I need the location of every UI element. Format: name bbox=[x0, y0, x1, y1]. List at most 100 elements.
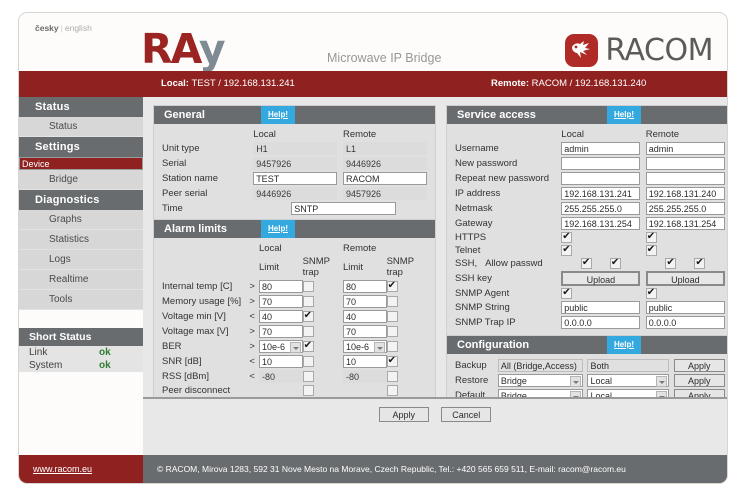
restore-scope-select[interactable]: Bridge bbox=[497, 374, 583, 387]
station-name-remote-field[interactable]: RACOM bbox=[342, 172, 427, 185]
username-local-field[interactable]: admin bbox=[561, 142, 641, 155]
short-status-title: Short Status bbox=[19, 328, 143, 346]
ber-remote-limit-field[interactable]: 10e-6 bbox=[342, 340, 387, 353]
ssh-remote-passwd-checkbox[interactable] bbox=[694, 257, 706, 270]
rss-dbm-local-trap-checkbox[interactable] bbox=[302, 370, 314, 382]
station-name-local-field[interactable]: TEST bbox=[253, 172, 338, 185]
ip-address-local-field[interactable]: 192.168.131.241 bbox=[561, 187, 641, 200]
voltage-min-v-local-limit-field[interactable]: 40 bbox=[258, 310, 303, 323]
connection-status-bar: Local: TEST / 192.168.131.241 Remote: RA… bbox=[19, 71, 727, 97]
local-status: Local: TEST / 192.168.131.241 bbox=[161, 78, 295, 89]
sidebar-item-bridge[interactable]: Bridge bbox=[19, 170, 143, 190]
backup-apply-button[interactable]: Apply bbox=[673, 359, 725, 372]
new-password-local-field[interactable] bbox=[561, 157, 641, 170]
snmp-agent-local-checkbox[interactable] bbox=[561, 287, 573, 300]
rss-dbm-remote-limit-field: -80 bbox=[342, 370, 387, 383]
page-header: česky | english RAy Microwave IP Bridge RA… bbox=[19, 13, 727, 73]
restore-label: Restore bbox=[455, 375, 489, 386]
alarm-help-link[interactable]: Help! bbox=[261, 220, 295, 238]
voltage-max-v-remote-limit-field[interactable]: 70 bbox=[342, 325, 387, 338]
snr-db-local-trap-checkbox[interactable] bbox=[302, 355, 314, 367]
short-status-panel: Short Status Link ok System ok bbox=[19, 328, 143, 372]
rss-dbm-label: RSS [dBm] bbox=[162, 371, 209, 382]
internal-temp-c-local-limit-field[interactable]: 80 bbox=[258, 280, 303, 293]
gateway-local-field[interactable]: 192.168.131.254 bbox=[561, 217, 641, 230]
racom-website-link[interactable]: www.racom.eu bbox=[33, 464, 93, 474]
https-remote-checkbox[interactable] bbox=[645, 231, 657, 243]
lang-czech-link[interactable]: česky bbox=[35, 23, 59, 33]
telnet-local-checkbox[interactable] bbox=[561, 244, 573, 257]
repeat-new-password-local-field[interactable] bbox=[561, 172, 641, 185]
short-status-value: ok bbox=[99, 347, 111, 358]
voltage-min-v-remote-trap-checkbox[interactable] bbox=[386, 310, 398, 322]
snr-db-local-limit-field[interactable]: 10 bbox=[258, 355, 303, 368]
snr-db-remote-trap-checkbox[interactable] bbox=[386, 355, 398, 367]
rss-dbm-remote-trap-checkbox[interactable] bbox=[386, 370, 398, 382]
short-status-key: Link bbox=[29, 347, 48, 358]
ssh-key-upload-remote-button[interactable]: Upload bbox=[645, 271, 725, 287]
internal-temp-c-remote-trap-checkbox[interactable] bbox=[386, 280, 398, 292]
ber-remote-trap-checkbox[interactable] bbox=[386, 340, 398, 352]
sidebar-item-graphs[interactable]: Graphs bbox=[19, 210, 143, 230]
rss-dbm-local-limit-field: -80 bbox=[258, 370, 303, 383]
sidebar-item-realtime[interactable]: Realtime bbox=[19, 270, 143, 290]
snr-db-remote-limit-field[interactable]: 10 bbox=[342, 355, 387, 368]
snmp-agent-remote-checkbox[interactable] bbox=[645, 287, 657, 300]
cancel-button[interactable]: Cancel bbox=[441, 407, 492, 422]
telnet-remote-checkbox[interactable] bbox=[645, 244, 657, 257]
peer-disconnect-local-trap-checkbox[interactable] bbox=[302, 385, 314, 396]
peer-disconnect-remote-trap-checkbox[interactable] bbox=[386, 385, 398, 396]
ssh-row: SSH, Allow passwd bbox=[455, 257, 725, 270]
sidebar-item-logs[interactable]: Logs bbox=[19, 250, 143, 270]
snmp-trap-ip-local-field[interactable]: 0.0.0.0 bbox=[561, 316, 641, 330]
lang-english-link[interactable]: english bbox=[64, 23, 92, 33]
https-local-checkbox[interactable] bbox=[561, 231, 573, 243]
voltage-min-v-local-trap-checkbox[interactable] bbox=[302, 310, 314, 322]
netmask-label: Netmask bbox=[455, 203, 493, 214]
https-label: HTTPS bbox=[455, 232, 487, 243]
service-panel-body: Local Remote Username admin admin New passw… bbox=[447, 124, 727, 336]
internal-temp-c-remote-limit-field[interactable]: 80 bbox=[342, 280, 387, 293]
netmask-local-field[interactable]: 255.255.255.0 bbox=[561, 202, 641, 215]
ssh-local-passwd-checkbox[interactable] bbox=[609, 257, 621, 270]
memory-usage-local-trap-checkbox[interactable] bbox=[302, 295, 314, 307]
alarm-sub-remote-limit: Limit bbox=[342, 261, 364, 273]
new-password-remote-field[interactable] bbox=[645, 157, 725, 170]
remote-status: Remote: RACOM / 192.168.131.240 bbox=[491, 78, 646, 89]
voltage-max-v-remote-trap-checkbox[interactable] bbox=[386, 325, 398, 337]
new-password-label: New password bbox=[455, 158, 518, 169]
ssh-remote-checkbox[interactable] bbox=[665, 257, 677, 270]
restore-target-select[interactable]: Local bbox=[587, 374, 669, 387]
time-source-field[interactable]: SNTP bbox=[291, 202, 397, 215]
apply-button[interactable]: Apply bbox=[378, 407, 429, 422]
memory-usage-remote-trap-checkbox[interactable] bbox=[386, 295, 398, 307]
service-help-link[interactable]: Help! bbox=[607, 106, 641, 124]
internal-temp-c-local-trap-checkbox[interactable] bbox=[302, 280, 314, 292]
memory-usage-local-limit-field[interactable]: 70 bbox=[258, 295, 303, 308]
ssh-key-upload-local-button[interactable]: Upload bbox=[561, 271, 641, 287]
config-help-link[interactable]: Help! bbox=[607, 336, 641, 354]
ip-address-label: IP address bbox=[455, 188, 501, 199]
snmp-string-local-field[interactable]: public bbox=[561, 301, 641, 315]
netmask-remote-field[interactable]: 255.255.255.0 bbox=[645, 202, 725, 215]
username-remote-field[interactable]: admin bbox=[645, 142, 725, 155]
service-table: Local Remote Username admin admin New passw… bbox=[455, 128, 725, 330]
sidebar-item-status[interactable]: Status bbox=[19, 117, 143, 137]
voltage-min-v-remote-limit-field[interactable]: 40 bbox=[342, 310, 387, 323]
ber-local-limit-field[interactable]: 10e-6 bbox=[258, 340, 303, 353]
sidebar-item-statistics[interactable]: Statistics bbox=[19, 230, 143, 250]
voltage-max-v-local-trap-checkbox[interactable] bbox=[302, 325, 314, 337]
snmp-string-remote-field[interactable]: public bbox=[645, 301, 725, 315]
sidebar-item-tools[interactable]: Tools bbox=[19, 290, 143, 310]
ber-local-trap-checkbox[interactable] bbox=[302, 340, 314, 352]
restore-apply-button[interactable]: Apply bbox=[673, 374, 725, 387]
general-help-link[interactable]: Help! bbox=[261, 106, 295, 124]
sidebar-item-device[interactable]: Device bbox=[19, 157, 143, 170]
ip-address-remote-field[interactable]: 192.168.131.240 bbox=[645, 187, 725, 200]
ssh-local-checkbox[interactable] bbox=[580, 257, 592, 270]
voltage-max-v-local-limit-field[interactable]: 70 bbox=[258, 325, 303, 338]
memory-usage-remote-limit-field[interactable]: 70 bbox=[342, 295, 387, 308]
snmp-trap-ip-remote-field[interactable]: 0.0.0.0 bbox=[645, 316, 725, 330]
repeat-new-password-remote-field[interactable] bbox=[645, 172, 725, 185]
gateway-remote-field[interactable]: 192.168.131.254 bbox=[645, 217, 725, 230]
